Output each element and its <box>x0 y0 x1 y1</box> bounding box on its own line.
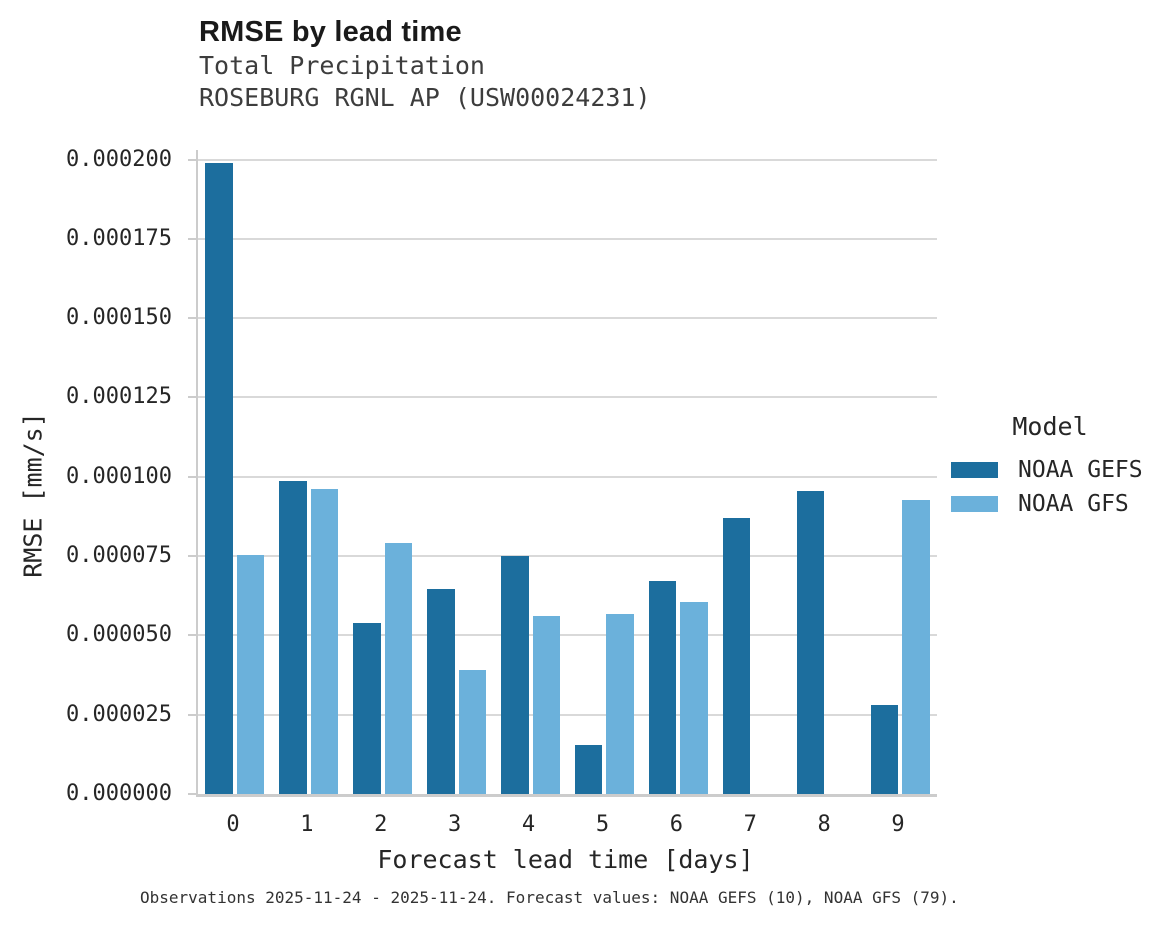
y-tick-mark <box>188 555 196 558</box>
chart-title: RMSE by lead time <box>199 16 462 48</box>
y-tick-mark <box>188 158 196 161</box>
y-tick-mark <box>188 317 196 320</box>
gridline <box>198 158 937 161</box>
legend-swatch-icon <box>951 496 998 512</box>
y-tick-label: 0.000025 <box>66 701 172 727</box>
x-axis-title: Forecast lead time [days] <box>377 845 754 874</box>
caption-text: Observations 2025-11-24 - 2025-11-24. Fo… <box>140 888 959 907</box>
x-tick-label: 2 <box>374 812 388 837</box>
bar-noaa-gfs-lead-0 <box>236 555 265 794</box>
y-tick-mark <box>188 237 196 240</box>
bar-noaa-gefs-lead-1 <box>279 480 307 794</box>
legend: Model NOAA GEFS NOAA GFS <box>951 412 1161 521</box>
y-tick-label: 0.000000 <box>66 781 172 806</box>
x-tick-label: 5 <box>595 812 610 837</box>
gridline <box>198 475 937 478</box>
gridline <box>198 713 937 716</box>
bar-noaa-gfs-lead-1 <box>310 489 339 794</box>
y-tick-mark <box>188 634 196 637</box>
bar-noaa-gefs-lead-4 <box>501 556 529 794</box>
x-tick-label: 4 <box>521 812 536 837</box>
bar-noaa-gefs-lead-9 <box>870 704 899 794</box>
bar-noaa-gfs-lead-4 <box>532 615 561 794</box>
bar-noaa-gfs-lead-5 <box>606 614 634 794</box>
x-tick-label: 3 <box>448 812 462 837</box>
legend-item-noaa-gfs: NOAA GFS <box>951 487 1161 521</box>
y-tick-label: 0.000175 <box>66 225 172 251</box>
legend-swatch-icon <box>951 462 998 478</box>
legend-items: NOAA GEFS NOAA GFS <box>951 453 1161 521</box>
legend-label: NOAA GFS <box>1018 491 1129 517</box>
legend-label: NOAA GEFS <box>1018 457 1143 483</box>
bar-noaa-gefs-lead-0 <box>205 162 233 794</box>
gridline <box>198 317 937 320</box>
chart-subtitle-variable: Total Precipitation <box>199 51 485 80</box>
gridline <box>198 237 937 240</box>
chart-header: RMSE by lead time Total Precipitation RO… <box>199 14 651 114</box>
y-tick-label: 0.000150 <box>66 305 172 331</box>
y-tick-label: 0.000100 <box>66 463 172 489</box>
y-tick-mark <box>188 713 196 716</box>
bar-noaa-gfs-lead-6 <box>680 602 708 794</box>
bar-noaa-gefs-lead-2 <box>353 622 381 794</box>
bar-noaa-gefs-lead-5 <box>574 744 603 794</box>
x-tick-label: 1 <box>300 812 314 837</box>
x-tick-label: 0 <box>226 812 240 837</box>
bar-noaa-gefs-lead-6 <box>648 581 677 794</box>
plot-area <box>196 150 937 797</box>
y-tick-label: 0.000125 <box>66 384 172 410</box>
legend-item-noaa-gefs: NOAA GEFS <box>951 453 1161 487</box>
bar-noaa-gefs-lead-8 <box>796 491 825 794</box>
gridline <box>198 555 937 558</box>
gridline <box>198 634 937 637</box>
bar-noaa-gfs-lead-3 <box>458 670 487 794</box>
bar-noaa-gefs-lead-7 <box>722 517 751 794</box>
y-tick-mark <box>188 475 196 478</box>
x-tick-label: 8 <box>817 812 831 837</box>
x-tick-label: 9 <box>891 812 905 837</box>
y-tick-label: 0.000200 <box>66 146 172 172</box>
bar-noaa-gfs-lead-2 <box>384 542 413 794</box>
x-tick-label: 6 <box>669 812 683 837</box>
bar-noaa-gfs-lead-9 <box>902 499 930 794</box>
y-tick-mark <box>188 793 196 795</box>
x-tick-label: 7 <box>743 812 757 837</box>
y-tick-label: 0.000050 <box>66 622 172 648</box>
bar-noaa-gefs-lead-3 <box>427 589 455 794</box>
gridline <box>198 396 937 399</box>
legend-title: Model <box>1012 412 1088 441</box>
y-tick-label: 0.000075 <box>66 543 172 569</box>
chart-subtitle-station: ROSEBURG RGNL AP (USW00024231) <box>199 83 651 112</box>
y-tick-mark <box>188 396 196 399</box>
